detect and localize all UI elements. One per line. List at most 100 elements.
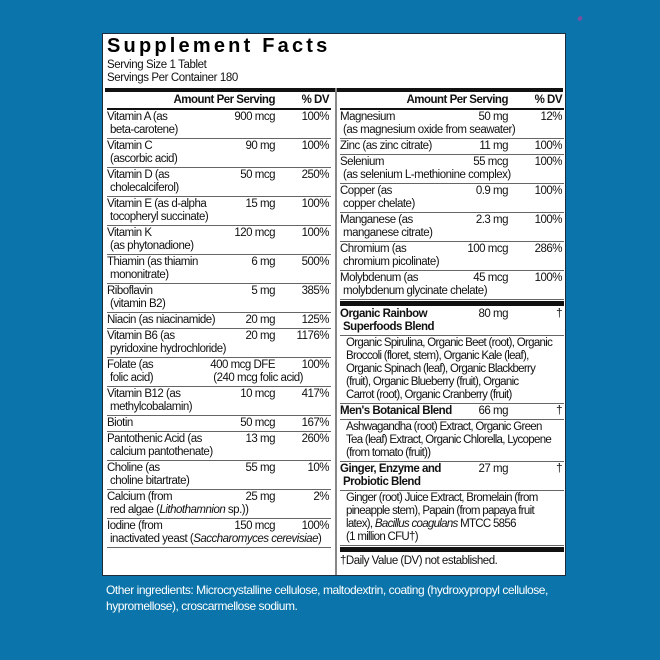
text-part: (fruit), Organic Blueberry (fruit), Orga… <box>346 376 519 388</box>
row-sub-line: choline bitartrate) <box>107 475 331 488</box>
nutrient-row: Vitamin E (as d-alpha 15 mg 100% tocopheryl… <box>107 197 331 226</box>
amount: 10 mcg <box>240 388 275 400</box>
text-part: molybdenum glycinate chelate) <box>343 285 488 297</box>
nutrient-source: beta-carotene) <box>110 124 178 137</box>
nutrient-name: Chromium (as <box>340 243 407 255</box>
amount: 20 mg <box>245 314 276 326</box>
text-part: methylcobalamin) <box>110 401 193 413</box>
nutrient-name: Vitamin C <box>107 140 153 152</box>
text-part: Organic Spirulina, Organic Beet (root), … <box>346 337 553 349</box>
nutrient-source: cholecalciferol) <box>110 182 179 195</box>
nutrient-source: pyridoxine hydrochloride) <box>110 343 226 356</box>
text-part: ) <box>317 533 322 545</box>
amount: 25 mg <box>245 491 276 503</box>
text-part: (1 million CFU†) <box>346 531 419 543</box>
nutrient-row: Vitamin B6 (as 20 mg 1176% pyridoxine hydro… <box>107 329 331 358</box>
serving-size: Serving Size 1 Tablet <box>107 59 207 71</box>
text-part: (vitamin B2) <box>110 298 166 310</box>
nutrient-row: Riboflavin 5 mg 385% (vitamin B2) <box>107 284 331 313</box>
text-part: (as magnesium oxide from seawater) <box>343 124 516 136</box>
daily-value: 100% <box>301 140 330 152</box>
nutrient-row: Niacin (as niacinamide) 20 mg 125% <box>107 313 331 329</box>
nutrient-name: Pantothenic Acid (as <box>107 433 202 445</box>
row-sub-line: (ascorbic acid) <box>107 153 331 166</box>
nutrient-name: Vitamin E (as d-alpha <box>107 198 207 210</box>
nutrient-source: (ascorbic acid) <box>110 153 178 166</box>
row-line: Vitamin K 120 mcg 100% <box>107 227 331 240</box>
daily-value: † <box>556 308 562 320</box>
other-ingredients-line: Other ingredients: Microcrystalline cell… <box>106 583 548 597</box>
row-sub-line: (as magnesium oxide from seawater) <box>340 124 564 137</box>
amount: 120 mcg <box>234 227 275 239</box>
nutrient-row: Calcium (from 25 mg 2% red algae (Lithotham… <box>107 490 331 519</box>
nutrient-row: Vitamin B12 (as 10 mcg 417% methylcobalamin… <box>107 387 331 416</box>
nutrient-row: Vitamin C 90 mg 100% (ascorbic acid) <box>107 139 331 168</box>
daily-value: 260% <box>301 433 330 445</box>
row-line: Molybdenum (as 45 mcg 100% <box>340 272 564 285</box>
nutrient-name: Organic Rainbow <box>340 308 428 320</box>
daily-value: † <box>556 463 562 475</box>
thick-divider <box>340 547 564 552</box>
amount: 50 mcg <box>240 169 275 181</box>
text-part: Probiotic Blend <box>343 476 421 488</box>
nutrient-source: mononitrate) <box>110 269 169 282</box>
amount: 55 mcg <box>473 156 508 168</box>
nutrient-name: Iodine (from <box>107 520 163 532</box>
nutrient-source: red algae (Lithothamnion sp.)) <box>110 504 249 517</box>
text-part: Tea (leaf) Extract, Organic Chlorella, L… <box>346 434 552 446</box>
text-part: latex), <box>346 518 375 530</box>
row-sub-line: mononitrate) <box>107 269 331 282</box>
nutrient-name: Biotin <box>107 417 133 429</box>
row-sub-line: chromium picolinate) <box>340 256 564 269</box>
text-part: choline bitartrate) <box>110 475 190 487</box>
row-sub-line: (as selenium L-methionine complex) <box>340 169 564 182</box>
nutrient-row: Manganese (as 2.3 mg 100% manganese citrate… <box>340 213 564 242</box>
nutrient-row: Pantothenic Acid (as 13 mg 260% calcium pan… <box>107 432 331 461</box>
daily-value: 385% <box>301 285 330 297</box>
daily-value: 10% <box>307 462 329 474</box>
row-line: Ginger, Enzyme and 27 mg † <box>340 463 564 476</box>
ingredient-line: (fruit), Organic Blueberry (fruit), Orga… <box>346 376 564 389</box>
row-line: Manganese (as 2.3 mg 100% <box>340 214 564 227</box>
nutrient-row: Chromium (as 100 mcg 286% chromium picolina… <box>340 242 564 271</box>
text-part: sp.)) <box>225 504 249 516</box>
nutrient-name: Vitamin K <box>107 227 152 239</box>
nutrient-name: Ginger, Enzyme and <box>340 463 441 475</box>
text-part: pyridoxine hydrochloride) <box>110 343 226 355</box>
amount-header: Amount Per Serving <box>173 94 275 106</box>
italic-text: Saccharomyces cerevisiae <box>193 533 318 545</box>
amount: 11 mg <box>479 140 508 152</box>
thick-divider <box>340 301 564 306</box>
ingredient-line: Broccoli (floret, stem), Organic Kale (l… <box>346 350 564 363</box>
daily-value: 1176% <box>296 330 330 342</box>
nutrient-row: Biotin 50 mcg 167% <box>107 416 331 432</box>
ingredient-line: pineapple stem), Papain (from papaya fru… <box>346 505 564 518</box>
other-ingredients: Other ingredients: Microcrystalline cell… <box>106 582 576 614</box>
amount: 900 mcg <box>234 111 275 123</box>
daily-value: 125% <box>301 314 330 326</box>
italic-text: Bacillus coagulans <box>374 518 458 530</box>
blend-row: Ginger, Enzyme and 27 mg † Probiotic Blend <box>340 462 564 491</box>
amount: 50 mg <box>478 111 509 123</box>
nutrient-source: Superfoods Blend <box>343 321 435 334</box>
nutrient-name: Manganese (as <box>340 214 413 226</box>
nutrient-source: folic acid) <box>110 372 154 385</box>
row-sub-line: (as phytonadione) <box>107 240 331 253</box>
text-part: (from tomato (fruit)) <box>346 447 431 459</box>
amount: 45 mcg <box>473 272 508 284</box>
nutrient-source: (vitamin B2) <box>110 298 166 311</box>
nutrient-row: Folate (as 400 mcg DFE 100% folic acid) (240… <box>107 358 331 387</box>
text-part: mononitrate) <box>110 269 169 281</box>
row-line: Vitamin C 90 mg 100% <box>107 140 331 153</box>
nutrient-source: inactivated yeast (Saccharomyces cerevis… <box>110 533 322 546</box>
nutrient-row: Vitamin D (as 50 mcg 250% cholecalciferol) <box>107 168 331 197</box>
row-line: Calcium (from 25 mg 2% <box>107 491 331 504</box>
amount: 5 mg <box>251 285 275 297</box>
amount: 50 mcg <box>240 417 275 429</box>
row-sub-line: pyridoxine hydrochloride) <box>107 343 331 356</box>
ingredient-line: Carrot (root), Organic Cranberry (fruit) <box>346 389 564 402</box>
row-line: Riboflavin 5 mg 385% <box>107 285 331 298</box>
blend-row: Men's Botanical Blend 66 mg † <box>340 404 564 420</box>
text-part: Carrot (root), Organic Cranberry (fruit) <box>346 389 512 401</box>
row-line: Men's Botanical Blend 66 mg † <box>340 405 564 418</box>
